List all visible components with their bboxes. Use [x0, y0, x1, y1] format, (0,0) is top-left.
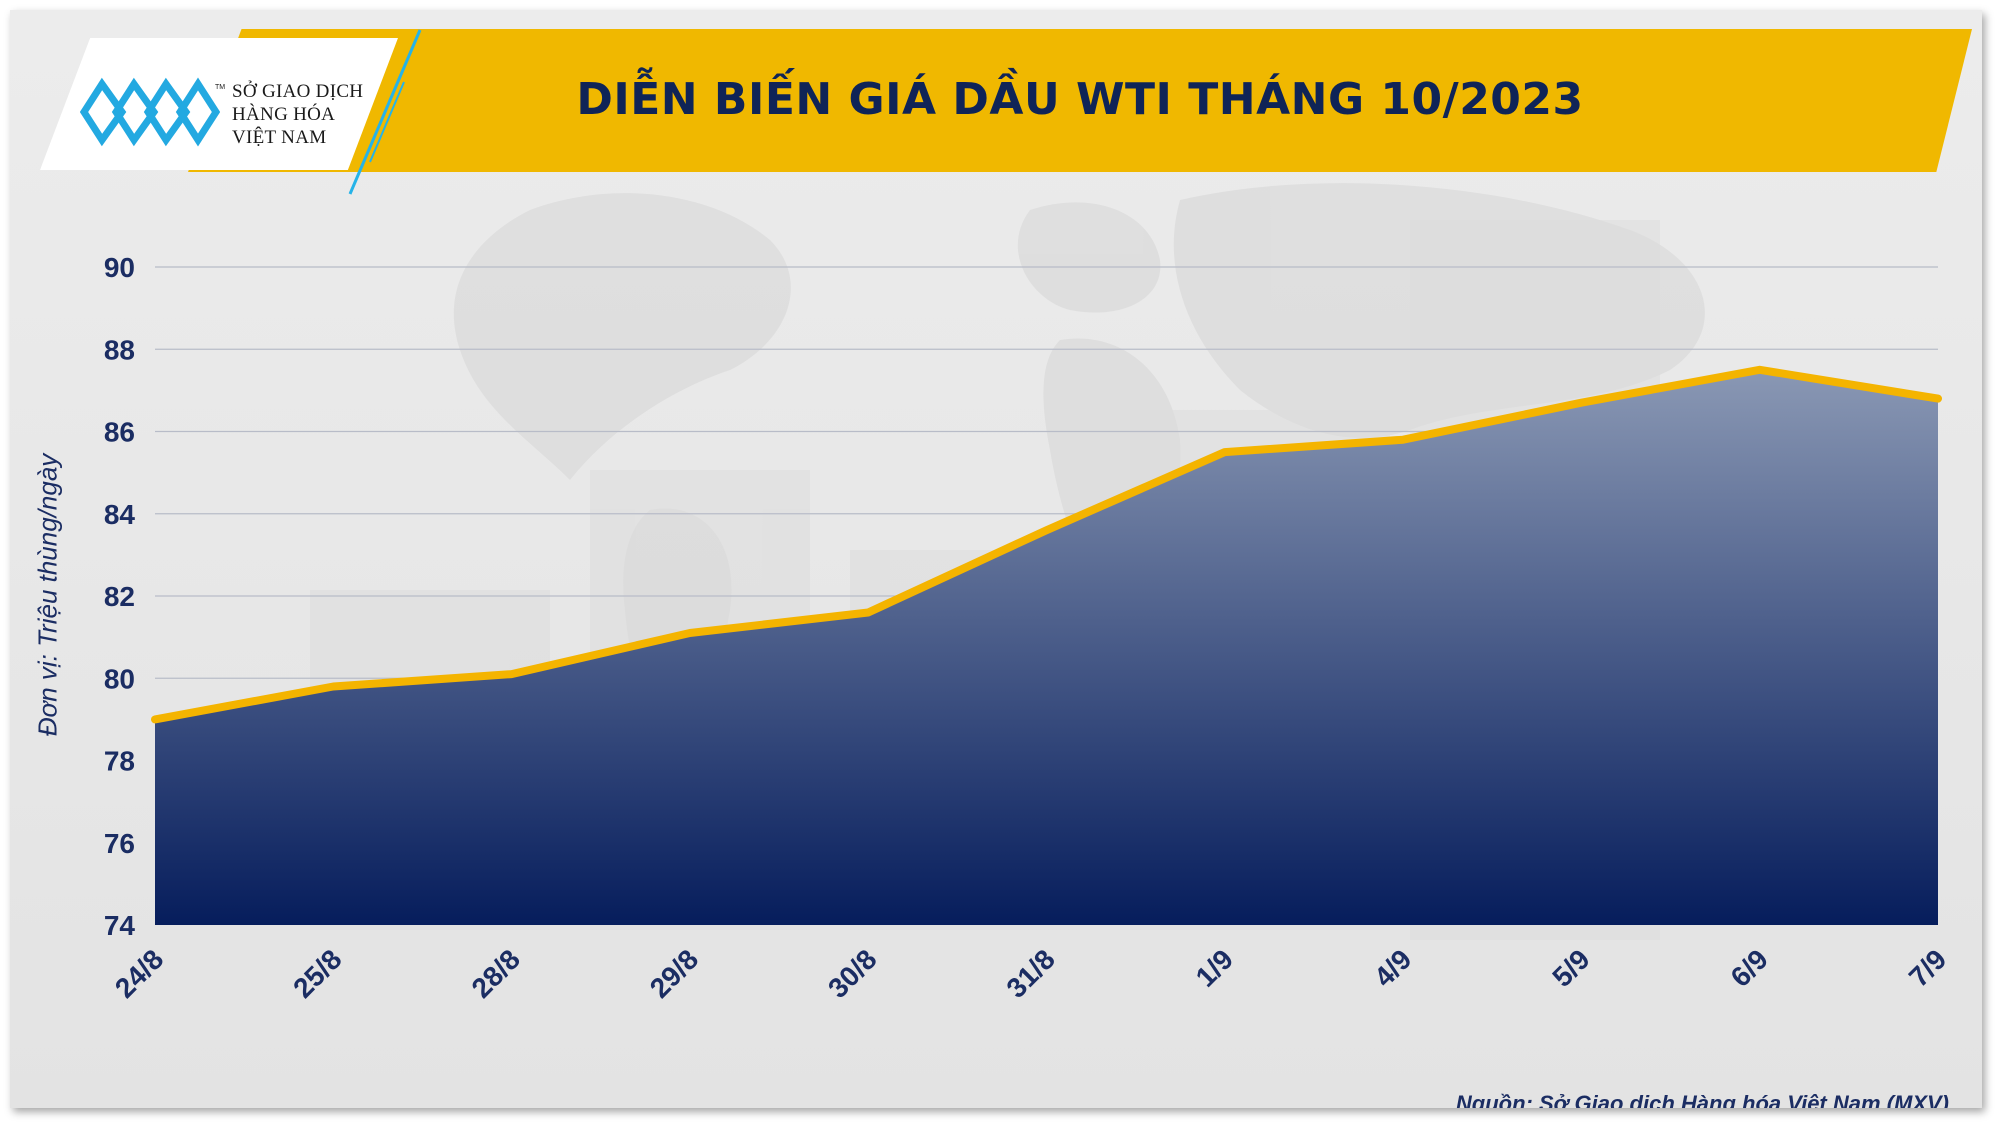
- price-area: [155, 369, 1938, 925]
- x-tick-label: 1/9: [1190, 943, 1239, 992]
- area-chart: 74 76 78 80 82 84 86 88 90 24/8 25/8 28/8 29/8 30/8 3…: [104, 252, 1953, 1004]
- x-tick-label: 4/9: [1368, 943, 1417, 992]
- x-tick-label: 5/9: [1546, 943, 1595, 992]
- y-tick-label: 76: [104, 828, 135, 859]
- y-tick-label: 88: [104, 334, 135, 365]
- y-axis-label: Đơn vị: Triệu thùng/ngày: [32, 453, 63, 737]
- logo-trademark: TM: [215, 84, 226, 91]
- y-tick-label: 82: [104, 581, 135, 612]
- chart-frame: DIỄN BIẾN GIÁ DẦU WTI THÁNG 10/2023 TM S…: [10, 10, 1982, 1108]
- logo-text: SỞ GIAO DỊCH HÀNG HÓA VIỆT NAM: [232, 80, 363, 149]
- source-note: Nguồn: Sở Giao dịch Hàng hóa Việt Nam (M…: [1455, 1091, 1949, 1108]
- y-tick-label: 80: [104, 663, 135, 694]
- chart-title: DIỄN BIẾN GIÁ DẦU WTI THÁNG 10/2023: [576, 74, 1584, 125]
- x-tick-label: 25/8: [287, 943, 347, 1003]
- x-tick-label: 24/8: [109, 943, 169, 1003]
- x-tick-label: 31/8: [1000, 943, 1060, 1003]
- logo-divider: [348, 29, 422, 195]
- logo-card: [40, 38, 398, 170]
- logo-line-3: VIỆT NAM: [232, 127, 327, 148]
- y-axis-ticks: 74 76 78 80 82 84 86 88 90: [104, 252, 136, 941]
- y-tick-label: 74: [104, 910, 136, 941]
- x-tick-label: 6/9: [1725, 943, 1774, 992]
- y-tick-label: 84: [104, 499, 136, 530]
- y-tick-label: 78: [104, 746, 135, 777]
- x-tick-label: 28/8: [466, 943, 526, 1003]
- y-tick-label: 86: [104, 417, 135, 448]
- price-line: [151, 365, 1942, 724]
- title-banner: [188, 29, 1972, 172]
- x-tick-label: 29/8: [644, 943, 704, 1003]
- logo-mark-icon: [80, 77, 220, 147]
- x-tick-label: 30/8: [822, 943, 882, 1003]
- logo-line-2: HÀNG HÓA: [232, 104, 336, 125]
- y-tick-label: 90: [104, 252, 135, 283]
- x-axis-ticks: 24/8 25/8 28/8 29/8 30/8 31/8 1/9 4/9 5/9 6/9 7/9: [109, 943, 1952, 1003]
- logo-line-1: SỞ GIAO DỊCH: [232, 81, 364, 102]
- x-tick-label: 7/9: [1903, 943, 1952, 992]
